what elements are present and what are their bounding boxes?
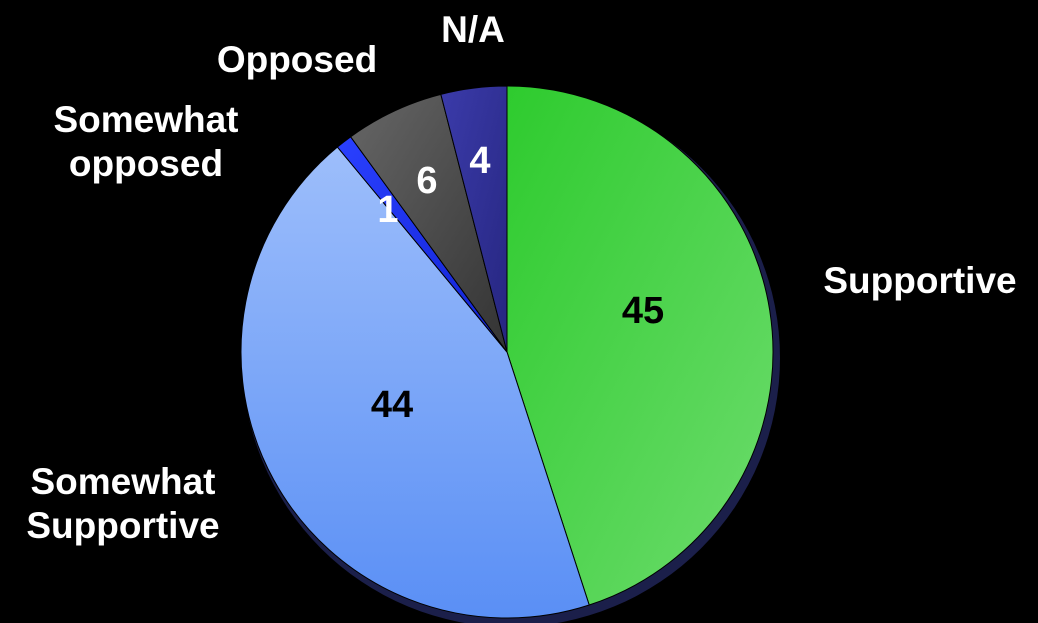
category-label-somewhat-supportive: Somewhat Supportive	[26, 461, 219, 546]
slice-supportive	[506, 85, 774, 606]
pie-slices	[240, 85, 774, 619]
category-label-line: Supportive	[26, 505, 219, 546]
category-label-line: Opposed	[217, 39, 377, 80]
category-label-somewhat-opposed: Somewhat opposed	[53, 99, 238, 184]
category-label-line: opposed	[69, 143, 223, 184]
value-label-opposed: 6	[416, 160, 437, 202]
slice-na	[440, 85, 508, 353]
pie-value-labels: 45 44 16 4	[371, 140, 664, 426]
category-label-supportive: Supportive	[823, 260, 1016, 301]
value-label-supportive: 45	[622, 290, 664, 332]
category-label-na: N/A	[441, 9, 505, 50]
slice-somewhat-supportive	[240, 146, 590, 619]
category-label-line: Somewhat	[30, 461, 215, 502]
category-label-line: Supportive	[823, 260, 1016, 301]
category-label-line: Somewhat	[53, 99, 238, 140]
value-label-somewhat-supportive: 44	[371, 384, 413, 426]
category-label-line: N/A	[441, 9, 505, 50]
value-label-na: 4	[469, 140, 490, 182]
value-label-somewhat-opposed: 1	[377, 189, 398, 231]
category-label-opposed: Opposed	[217, 39, 377, 80]
